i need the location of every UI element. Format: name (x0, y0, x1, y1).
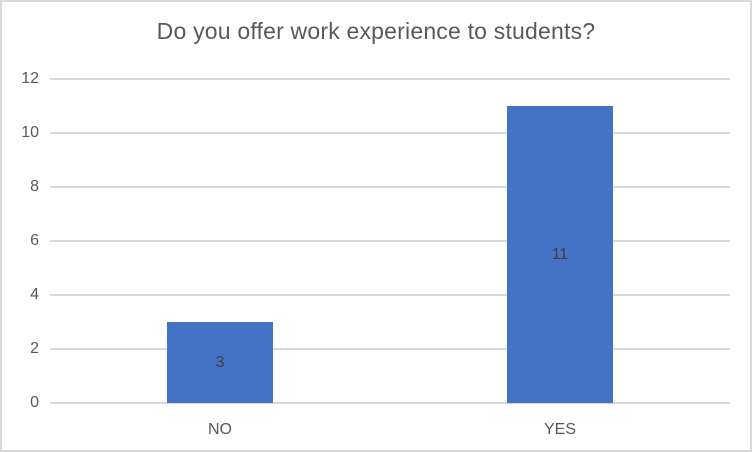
gridline (50, 78, 730, 80)
x-axis-line (50, 402, 730, 404)
y-axis-tick-label: 12 (21, 70, 39, 87)
x-axis-category-label: NO (208, 421, 232, 438)
gridline (50, 132, 730, 134)
gridline (50, 186, 730, 188)
y-axis-tick-label: 10 (21, 124, 39, 141)
gridline (50, 294, 730, 296)
y-axis-tick-label: 8 (30, 178, 39, 195)
bar-data-label: 3 (215, 353, 225, 371)
bar-data-label: 11 (551, 245, 569, 263)
x-axis-category-label: YES (543, 421, 576, 438)
y-axis-tick-label: 6 (30, 232, 39, 249)
bar (507, 106, 613, 403)
chart-title: Do you offer work experience to students… (156, 18, 596, 44)
y-axis-tick-label: 4 (30, 286, 39, 303)
gridline (50, 348, 730, 350)
gridline (50, 240, 730, 242)
y-axis-tick-label: 0 (30, 394, 39, 411)
bar (167, 322, 273, 403)
y-axis-tick-label: 2 (30, 340, 39, 357)
